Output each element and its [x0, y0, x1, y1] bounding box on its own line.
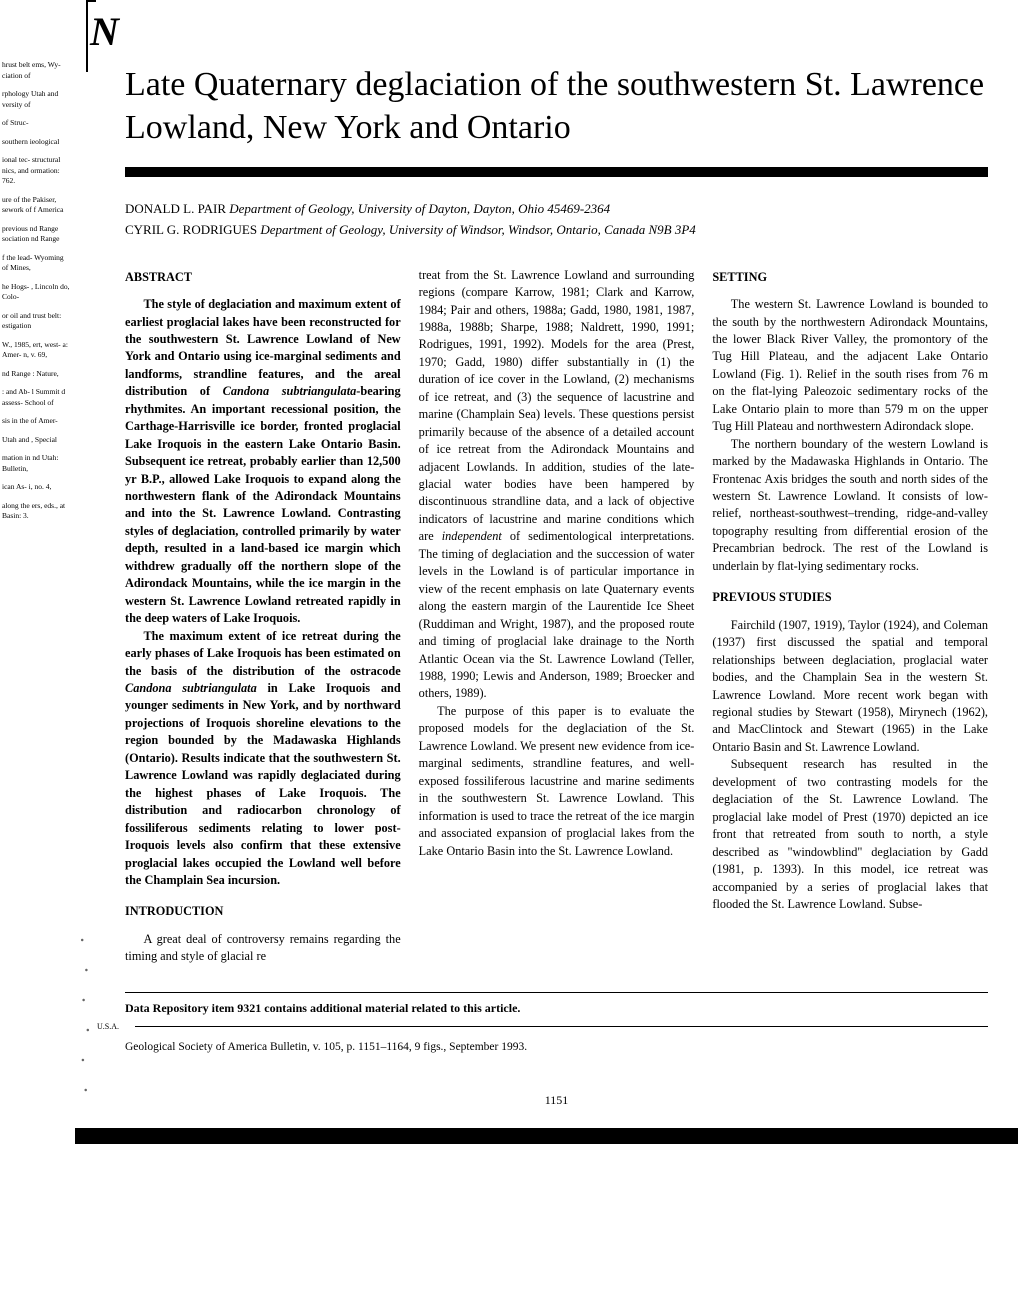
- margin-fragment: sis in the of Amer-: [2, 416, 71, 427]
- margin-fragment: rphology Utah and versity of: [2, 89, 71, 110]
- body-text: of sedimentological interpretations. The…: [419, 529, 695, 700]
- author-block: DONALD L. PAIR Department of Geology, Un…: [125, 199, 988, 241]
- introduction-body: A great deal of controversy remains rega…: [125, 931, 401, 966]
- author-name: CYRIL G. RODRIGUES: [125, 222, 260, 237]
- setting-paragraph: The northern boundary of the western Low…: [712, 436, 988, 576]
- footer-rule-2: U.S.A.: [125, 1022, 988, 1031]
- taxon-italic: Candona subtriangulata: [223, 384, 357, 398]
- column-1: ABSTRACT The style of deglaciation and m…: [125, 267, 401, 966]
- margin-fragment: or oil and trust belt: estigation: [2, 311, 71, 332]
- author-name: DONALD L. PAIR: [125, 201, 229, 216]
- setting-paragraph: The western St. Lawrence Lowland is boun…: [712, 296, 988, 436]
- margin-fragment: along the ers, eds., at Basin: 3.: [2, 501, 71, 522]
- paper-title: Late Quaternary deglaciation of the sout…: [125, 64, 988, 149]
- body-text: treat from the St. Lawrence Lowland and …: [419, 268, 695, 544]
- footer-rule: [125, 992, 988, 993]
- taxon-italic: Candona subtriangulata: [125, 681, 257, 695]
- margin-fragment: previous nd Range sociation nd Range: [2, 224, 71, 245]
- title-rule: [125, 167, 988, 177]
- usa-label: U.S.A.: [65, 1022, 125, 1031]
- margin-fragment: ican As- i, no. 4,: [2, 482, 71, 493]
- margin-fragment: mation in nd Utah: Bulletin,: [2, 453, 71, 474]
- previous-studies-heading: PREVIOUS STUDIES: [712, 589, 988, 606]
- bottom-scan-edge: [75, 1128, 1018, 1144]
- main-content: Late Quaternary deglaciation of the sout…: [75, 0, 1020, 1164]
- margin-fragment: of Struc-: [2, 118, 71, 129]
- author-affiliation: Department of Geology, University of Day…: [229, 201, 610, 216]
- body-text: The purpose of this paper is to evaluate…: [419, 703, 695, 860]
- abstract-text: The maximum extent of ice retreat during…: [125, 629, 401, 678]
- scan-speckle: [78, 920, 92, 1120]
- margin-fragment: southern ieological: [2, 137, 71, 148]
- abstract-heading: ABSTRACT: [125, 269, 401, 286]
- column-3: SETTING The western St. Lawrence Lowland…: [712, 267, 988, 966]
- introduction-heading: INTRODUCTION: [125, 903, 401, 920]
- data-repository-note: Data Repository item 9321 contains addit…: [125, 1001, 988, 1016]
- margin-fragment: f the lead- Wyoming of Mines,: [2, 253, 71, 274]
- margin-fragment: he Hogs- , Lincoln do, Colo-: [2, 282, 71, 303]
- margin-fragment: nd Range : Nature,: [2, 369, 71, 380]
- margin-fragment: W., 1985, ert, west- a: Amer- n, v. 69,: [2, 340, 71, 361]
- author-line: DONALD L. PAIR Department of Geology, Un…: [125, 199, 988, 220]
- previous-paragraph: Fairchild (1907, 1919), Taylor (1924), a…: [712, 617, 988, 757]
- margin-fragment: ional tec- structural nics, and ormation…: [2, 155, 71, 187]
- margin-fragment: : and Ab- l Summit d assess- School of: [2, 387, 71, 408]
- setting-heading: SETTING: [712, 269, 988, 286]
- column-2: treat from the St. Lawrence Lowland and …: [419, 267, 695, 966]
- journal-citation: Geological Society of America Bulletin, …: [125, 1041, 988, 1053]
- margin-fragment: ure of the Pakiser, sework of f America: [2, 195, 71, 216]
- intro-paragraph: A great deal of controversy remains rega…: [125, 931, 401, 966]
- page: hrust belt ems, Wy- ciation of rphology U…: [0, 0, 1020, 1164]
- author-line: CYRIL G. RODRIGUES Department of Geology…: [125, 220, 988, 241]
- margin-fragment: hrust belt ems, Wy- ciation of: [2, 60, 71, 81]
- abstract-text: in Lake Iroquois and younger sediments i…: [125, 681, 401, 887]
- abstract-text: -bearing rhythmites. An important recess…: [125, 384, 401, 625]
- abstract-body: The style of deglaciation and maximum ex…: [125, 296, 401, 889]
- author-affiliation: Department of Geology, University of Win…: [260, 222, 696, 237]
- previous-paragraph: Subsequent research has resulted in the …: [712, 756, 988, 913]
- italic-word: independent: [442, 529, 502, 543]
- page-number: 1151: [125, 1093, 988, 1108]
- north-arrow: N: [90, 8, 119, 55]
- body-columns: ABSTRACT The style of deglaciation and m…: [125, 267, 988, 966]
- left-margin-bleed: hrust belt ems, Wy- ciation of rphology U…: [0, 0, 75, 1164]
- margin-fragment: Utah and , Special: [2, 435, 71, 446]
